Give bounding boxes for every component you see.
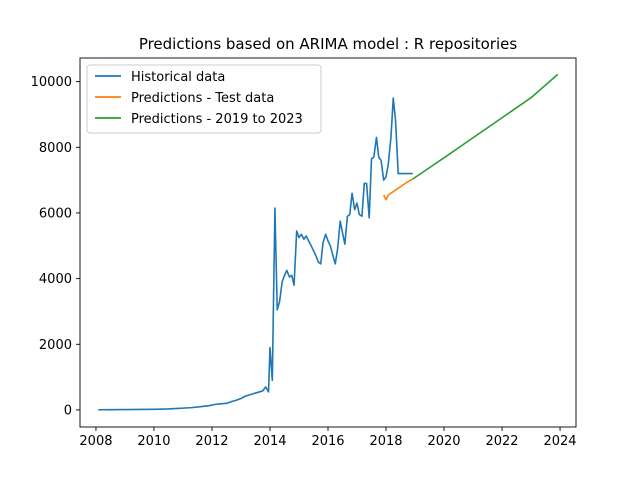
axes: 2008 2010 2012 2014 2016 2018 2020 2022 2024 0 200… <box>31 57 577 449</box>
y-tick-label: 6000 <box>39 206 72 221</box>
legend-label-0: Historical data <box>131 70 225 85</box>
x-tick-label: 2014 <box>253 434 286 449</box>
y-tick-label: 4000 <box>39 272 72 287</box>
y-tick-label: 10000 <box>31 75 72 90</box>
x-tick-label: 2024 <box>543 434 576 449</box>
x-tick-label: 2016 <box>311 434 344 449</box>
series-line-2 <box>412 73 559 180</box>
x-tick-label: 2010 <box>137 434 170 449</box>
chart-title: Predictions based on ARIMA model : R rep… <box>139 35 518 53</box>
y-tick-label: 2000 <box>39 338 72 353</box>
legend-label-2: Predictions - 2019 to 2023 <box>131 112 303 127</box>
x-tick-label: 2022 <box>485 434 518 449</box>
x-tick-label: 2020 <box>427 434 460 449</box>
x-tick-label: 2012 <box>195 434 228 449</box>
legend-label-1: Predictions - Test data <box>131 91 274 106</box>
legend: Historical data Predictions - Test data Pr… <box>86 64 322 134</box>
plot-area <box>98 73 559 411</box>
series-line-1 <box>382 178 414 201</box>
y-tick-label: 0 <box>64 403 72 418</box>
x-tick-label: 2008 <box>79 434 112 449</box>
x-tick-label: 2018 <box>369 434 402 449</box>
series-line-0 <box>98 97 413 411</box>
y-tick-label: 8000 <box>39 141 72 156</box>
legend-box <box>86 64 322 134</box>
